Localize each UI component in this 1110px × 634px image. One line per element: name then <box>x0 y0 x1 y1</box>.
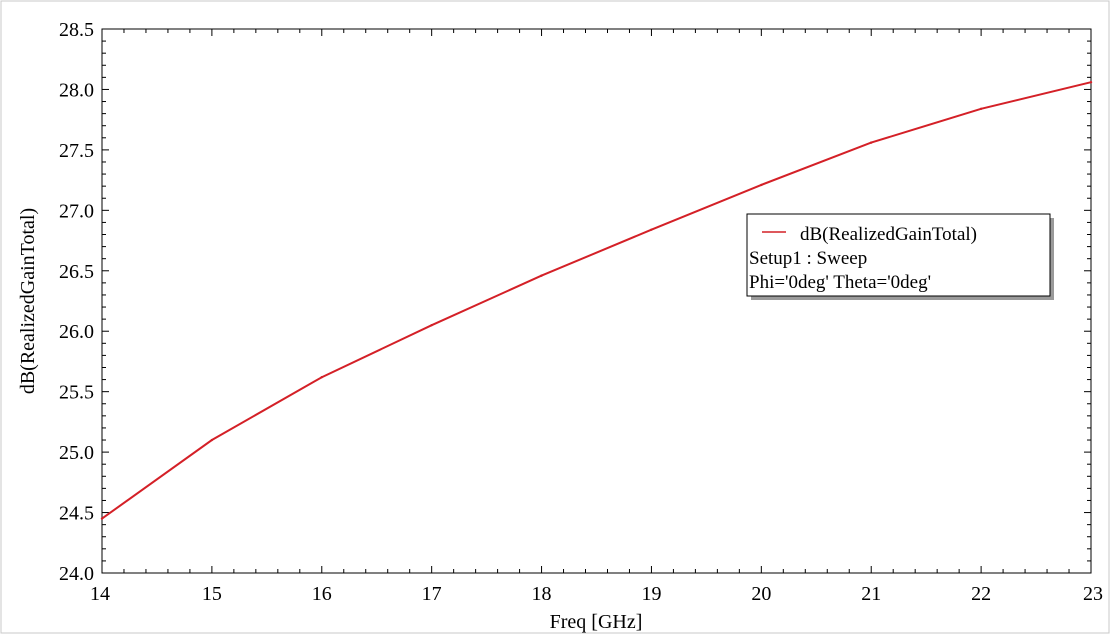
data-point <box>979 107 983 110</box>
y-tick-label: 28.5 <box>59 19 94 41</box>
y-tick-label: 25.0 <box>59 442 94 464</box>
x-tick-label: 17 <box>422 583 442 605</box>
legend-setup-label: Setup1 : Sweep <box>749 248 867 269</box>
y-axis: 24.0 24.5 25.0 25.5 26.0 26.5 27.0 27.5 28.0 28.5 <box>59 19 1091 585</box>
x-tick-label: 18 <box>532 583 552 605</box>
series-layer <box>100 80 1093 520</box>
plot-area <box>101 28 1092 574</box>
x-axis-title: Freq [GHz] <box>550 611 643 633</box>
legend-series-label: dB(RealizedGainTotal) <box>800 224 977 245</box>
data-point <box>320 375 323 379</box>
y-tick-label: 24.5 <box>59 503 94 525</box>
data-point <box>210 438 214 442</box>
data-point <box>760 183 763 187</box>
y-tick-label: 28.0 <box>59 79 94 101</box>
x-tick-label: 21 <box>861 583 881 605</box>
x-tick-label: 23 <box>1083 583 1103 605</box>
y-tick-label: 27.5 <box>59 140 94 162</box>
data-point <box>540 274 543 277</box>
x-tick-label: 15 <box>202 583 222 605</box>
data-point <box>650 228 653 231</box>
legend-angles-label: Phi='0deg' Theta='0deg' <box>749 272 931 293</box>
data-point <box>870 141 873 144</box>
series-line <box>101 81 1092 520</box>
x-tick-label: 19 <box>641 583 661 605</box>
y-tick-label: 26.5 <box>59 261 94 283</box>
x-tick-label: 20 <box>751 583 771 605</box>
x-tick-label: 22 <box>971 583 991 605</box>
x-tick-label: 14 <box>90 583 110 605</box>
y-axis-title: dB(RealizedGainTotal) <box>17 208 39 394</box>
legend-box <box>746 213 1051 297</box>
y-tick-label: 27.0 <box>59 200 94 222</box>
x-tick-label: 16 <box>312 583 332 605</box>
data-point <box>1089 80 1093 84</box>
x-axis: 14 15 16 17 18 19 20 21 22 23 <box>90 29 1103 605</box>
legend: dB(RealizedGainTotal) Setup1 : Sweep Phi… <box>746 213 1054 300</box>
data-point <box>100 517 104 520</box>
y-tick-label: 25.5 <box>59 382 94 404</box>
y-tick-label: 24.0 <box>59 563 94 585</box>
data-point <box>430 323 433 327</box>
y-tick-label: 26.0 <box>59 321 94 343</box>
